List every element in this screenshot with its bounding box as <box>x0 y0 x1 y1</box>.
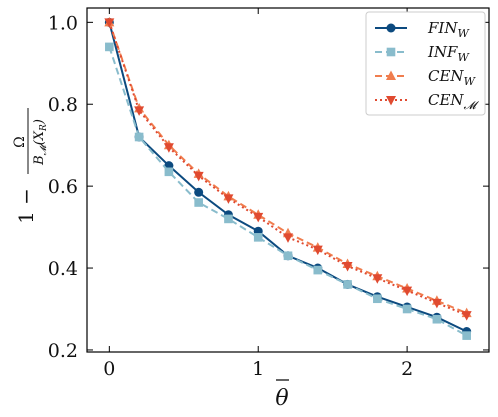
data-point <box>283 233 293 243</box>
x-axis-label: θ <box>275 386 288 411</box>
legend-marker <box>386 96 396 106</box>
y-tick-label: 0.4 <box>48 258 78 280</box>
legend-label: CENW <box>428 67 477 88</box>
data-point <box>134 106 145 116</box>
legend-label: CEN𝓜 <box>428 91 480 112</box>
data-point <box>163 143 174 153</box>
data-point <box>461 311 472 321</box>
data-point <box>193 171 204 182</box>
y-axis-label: 1 −ΩB𝓜(XR) <box>12 108 49 224</box>
legend-label-sub: W <box>457 27 470 40</box>
data-point <box>402 304 412 314</box>
data-point <box>462 331 471 340</box>
data-point <box>343 280 352 289</box>
data-point <box>134 132 144 142</box>
legend-label-main: FIN <box>427 19 458 37</box>
x-tick-label: 2 <box>401 358 413 380</box>
data-point <box>312 245 323 256</box>
legend-label-main: CEN <box>428 91 464 109</box>
legend-label-sub: W <box>464 75 477 88</box>
legend-label-main: CEN <box>428 67 464 85</box>
data-point <box>372 274 383 284</box>
data-point <box>342 262 353 272</box>
data-point <box>194 187 204 197</box>
legend-label: INFW <box>427 43 470 64</box>
axis-labels: θ1 −ΩB𝓜(XR) <box>12 108 289 411</box>
data-point <box>432 314 442 324</box>
data-point <box>224 214 233 224</box>
axes: 0 1 2 0.2 0.4 0.6 0.8 1.0 <box>48 7 490 380</box>
data-point <box>402 286 413 297</box>
y-label-denominator: B𝓜(XR) <box>32 119 49 166</box>
legend-marker <box>386 47 396 57</box>
y-label-denominator-part: B <box>32 155 47 166</box>
data-point <box>431 298 442 309</box>
data-point <box>253 212 264 223</box>
legend-box <box>365 11 486 116</box>
legend-label-sub: W <box>457 51 470 64</box>
y-tick-label: 0.8 <box>48 94 78 116</box>
data-point <box>223 194 234 204</box>
data-point <box>194 198 203 207</box>
x-tick-label: 1 <box>252 358 264 380</box>
legend-label-sub: 𝓜 <box>464 99 480 112</box>
y-label-denominator-part: 𝓜 <box>39 142 49 155</box>
y-tick-label: 1.0 <box>48 12 78 34</box>
data-point <box>313 265 323 275</box>
plot-marks <box>104 16 472 340</box>
legend-label-main: INF <box>427 43 458 61</box>
plot-frame <box>86 7 490 353</box>
legend-label: FINW <box>427 19 470 40</box>
x-tick-label: 0 <box>103 358 115 380</box>
y-label-denominator-part: R <box>39 124 49 132</box>
y-label-denominator-part: ) <box>32 119 47 125</box>
data-point <box>105 42 114 52</box>
y-label-numerator: Ω <box>12 136 28 148</box>
data-point <box>283 251 293 261</box>
data-point <box>104 18 115 28</box>
y-label-denominator-part: (X <box>32 130 47 145</box>
y-tick-label: 0.2 <box>48 340 78 362</box>
data-point <box>164 167 174 177</box>
legend-marker <box>386 23 396 33</box>
data-point <box>373 294 382 304</box>
data-point <box>253 233 263 242</box>
legend-marker <box>386 70 396 80</box>
y-tick-label: 0.6 <box>48 176 78 198</box>
y-label-prefix: 1 − <box>14 188 38 224</box>
